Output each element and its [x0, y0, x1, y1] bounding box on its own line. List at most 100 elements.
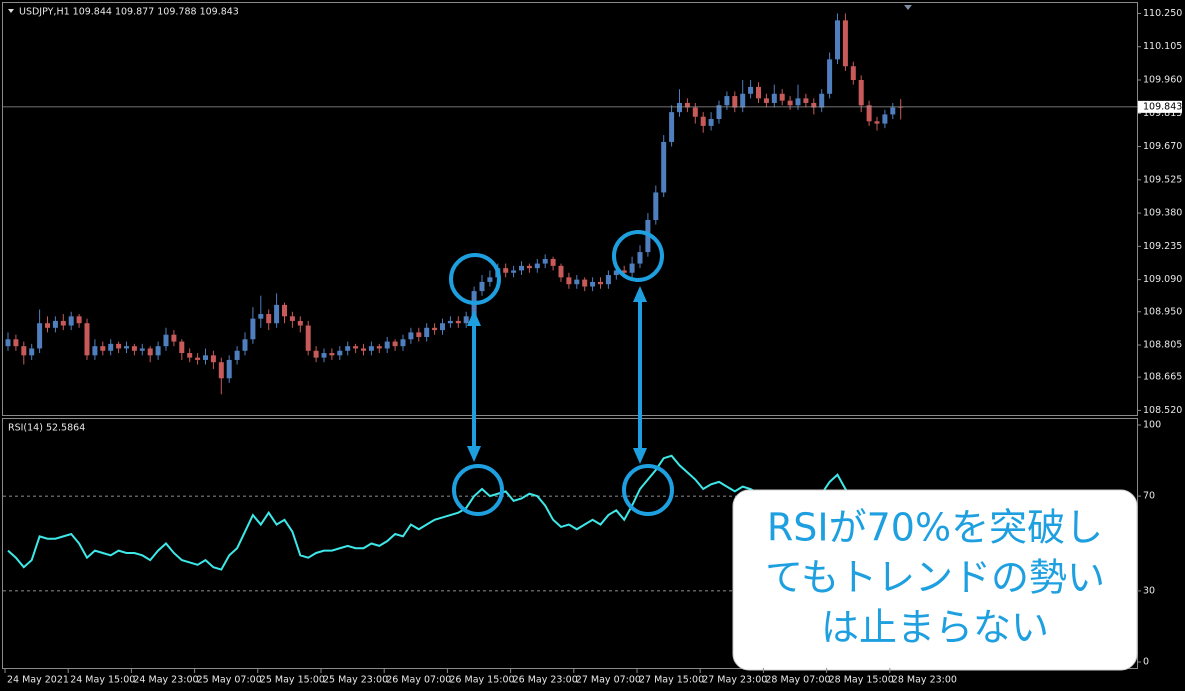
- candle-body: [795, 98, 801, 106]
- candle-body: [313, 350, 319, 358]
- candle-body: [321, 353, 327, 358]
- candle-body: [250, 318, 256, 340]
- candle-body: [68, 316, 74, 326]
- candle-body: [708, 119, 714, 126]
- candle-body: [803, 98, 809, 103]
- candle-body: [424, 327, 430, 337]
- candle-body: [858, 80, 864, 106]
- candle-body: [598, 281, 603, 285]
- candle-body: [139, 348, 145, 351]
- candle-body: [108, 343, 114, 351]
- candle-body: [842, 20, 848, 67]
- annotation-text: RSIが70%を突破し: [767, 506, 1103, 550]
- candle-body: [542, 258, 548, 264]
- candle-body: [60, 320, 66, 326]
- candle-body: [669, 112, 675, 142]
- candle-body: [416, 332, 422, 337]
- x-tick-label: 28 May 07:00: [765, 675, 830, 686]
- candle-body: [5, 339, 11, 347]
- candle-body: [203, 355, 208, 360]
- candle-body: [455, 320, 461, 324]
- candle-body: [37, 323, 43, 349]
- candle-body: [13, 339, 19, 347]
- candle-body: [692, 107, 698, 117]
- candle-body: [684, 102, 690, 108]
- candle-body: [637, 252, 643, 264]
- x-tick-label: 26 May 23:00: [513, 675, 578, 686]
- y-tick-label: 30: [1143, 585, 1155, 596]
- y-tick-label: 109.960: [1143, 75, 1182, 86]
- x-tick-label: 28 May 23:00: [892, 675, 957, 686]
- candle-body: [716, 105, 722, 120]
- candle-body: [740, 93, 746, 108]
- arrow-head: [633, 448, 647, 464]
- candle-body: [550, 258, 556, 266]
- candle-body: [756, 86, 761, 99]
- candle-body: [850, 66, 856, 81]
- candle-body: [811, 102, 817, 108]
- highlight-circle: [452, 464, 504, 516]
- highlights: [449, 230, 674, 516]
- candle-body: [890, 107, 896, 115]
- x-tick-label: 26 May 15:00: [449, 675, 514, 686]
- candle-body: [613, 270, 619, 276]
- candle-body: [234, 350, 240, 360]
- candle-body: [882, 114, 888, 124]
- current-price-label: 109.843: [1143, 101, 1182, 112]
- candle-body: [100, 346, 106, 351]
- candle-body: [376, 346, 382, 349]
- y-tick-label: 108.520: [1143, 405, 1182, 416]
- candle-body: [289, 316, 295, 321]
- candle-body: [534, 263, 540, 269]
- candle-body: [353, 346, 359, 349]
- y-tick-label: 109.815: [1143, 108, 1182, 119]
- price-panel: [2, 2, 1138, 416]
- x-tick-label: 25 May 23:00: [323, 675, 388, 686]
- x-tick-label: 24 May 23:00: [133, 675, 198, 686]
- candle-body: [171, 334, 177, 342]
- candle-body: [131, 346, 137, 351]
- candle-body: [297, 320, 303, 326]
- x-tick-label: 26 May 07:00: [386, 675, 451, 686]
- candle-body: [835, 20, 840, 60]
- y-tick-label: 109.380: [1143, 208, 1182, 219]
- candle-body: [763, 98, 769, 103]
- candle-body: [479, 281, 485, 292]
- candle-body: [226, 359, 232, 379]
- arrow-heads: [467, 286, 647, 464]
- candle-body: [447, 320, 453, 324]
- candle-body: [771, 93, 777, 103]
- candle-body: [787, 100, 793, 106]
- candle-body: [566, 277, 572, 285]
- x-tick-label: 28 May 15:00: [829, 675, 894, 686]
- candle-body: [819, 93, 825, 108]
- candle-body: [590, 281, 596, 287]
- candle-body: [629, 263, 635, 273]
- candle-body: [266, 314, 272, 324]
- candle-body: [163, 334, 169, 347]
- candle-body: [779, 93, 785, 101]
- candle-body: [432, 327, 438, 331]
- candle-body: [21, 346, 27, 356]
- menu-icon: [8, 9, 14, 13]
- arrow-head: [633, 286, 647, 302]
- candle-body: [368, 346, 374, 351]
- candle-body: [124, 346, 129, 349]
- candle-body: [242, 339, 248, 351]
- candle-body: [866, 105, 872, 122]
- candle-body: [574, 279, 580, 285]
- y-tick-label: 109.670: [1143, 141, 1182, 152]
- highlight-circle: [622, 464, 674, 516]
- highlight-circle: [449, 253, 501, 305]
- candle-body: [526, 265, 532, 269]
- candle-body: [179, 341, 185, 354]
- candle-body: [116, 343, 122, 349]
- rsi-title: RSI(14) 52.5864: [8, 423, 85, 434]
- y-tick-label: 108.805: [1143, 340, 1182, 351]
- candle-body: [487, 277, 493, 282]
- shift-marker: [904, 5, 912, 10]
- candle-body: [748, 86, 754, 94]
- candle-body: [155, 346, 161, 356]
- arrow-head: [467, 446, 481, 462]
